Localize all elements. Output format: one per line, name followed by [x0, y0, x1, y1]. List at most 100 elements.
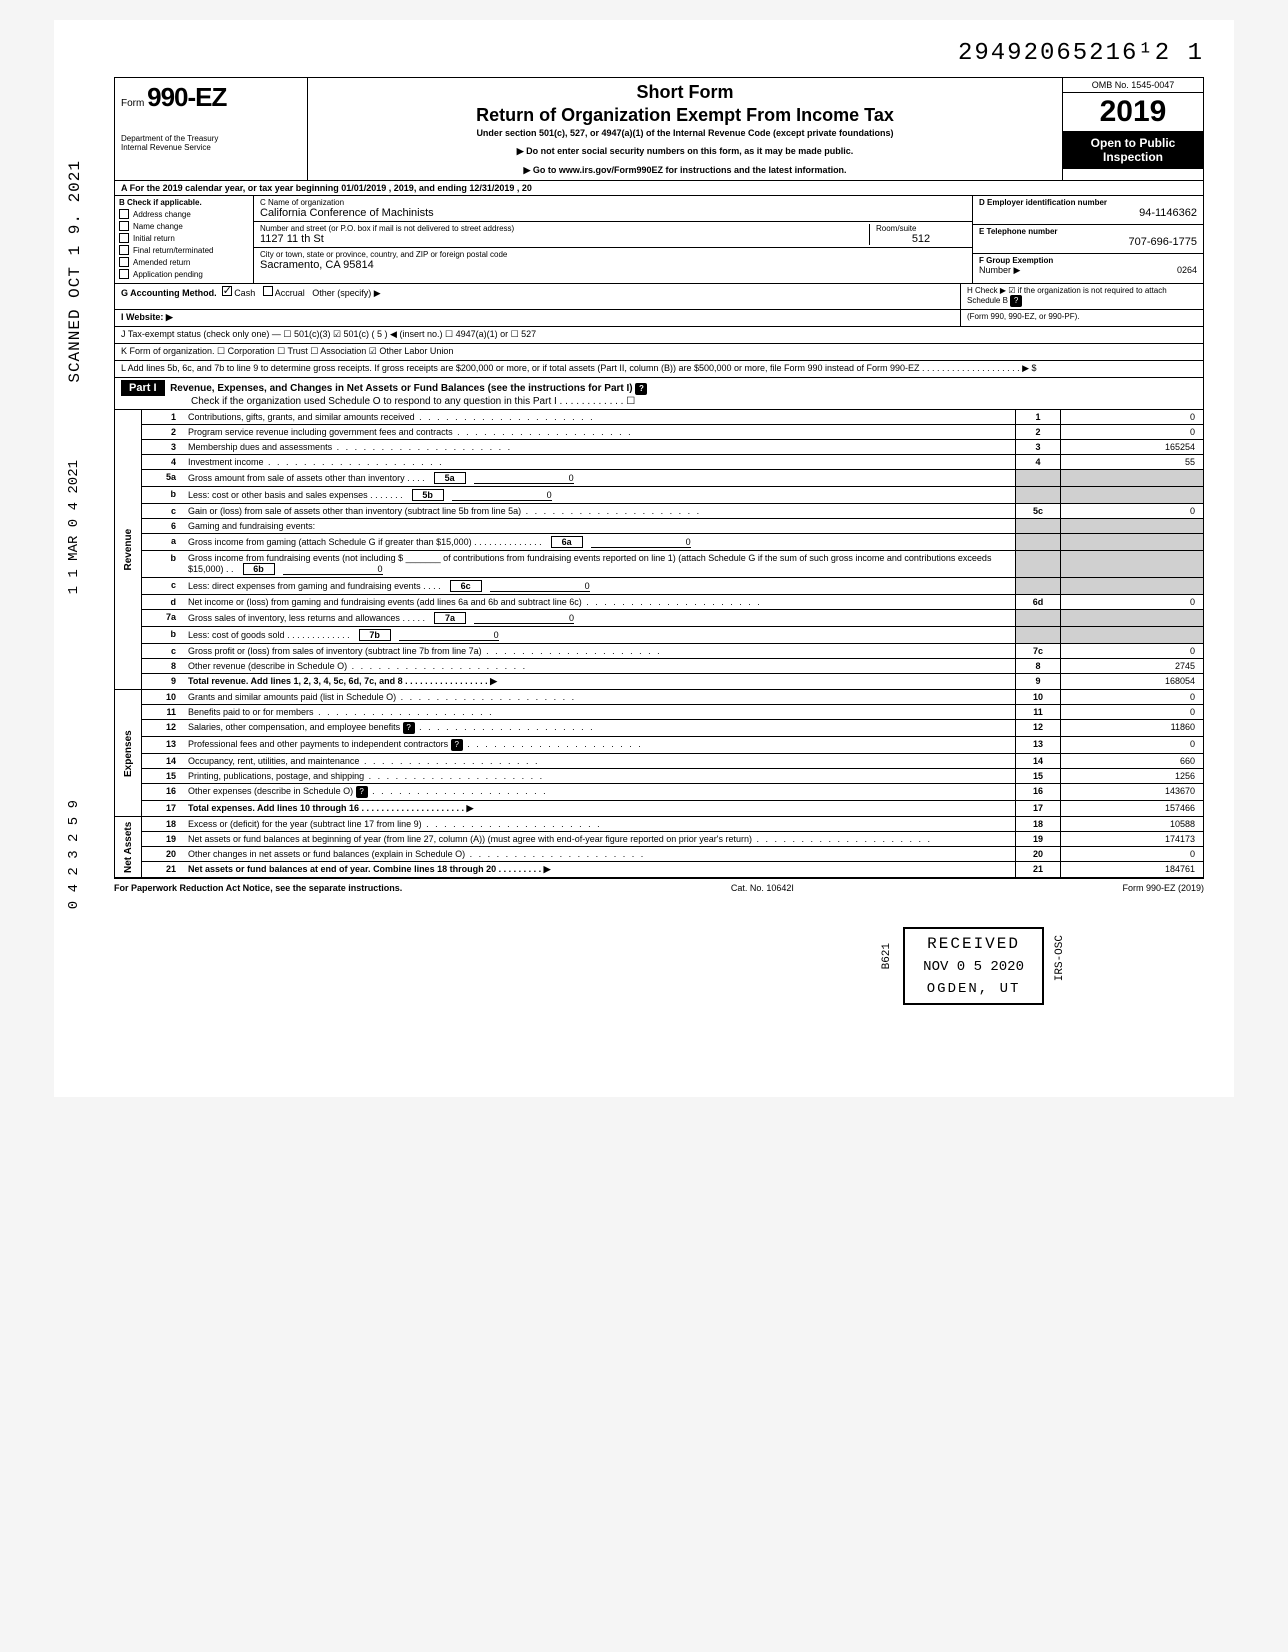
line-num: 14	[142, 754, 185, 769]
line-val: 165254	[1061, 440, 1204, 455]
line-num: 9	[142, 674, 185, 690]
col-de: D Employer identification number 94-1146…	[973, 196, 1203, 283]
line-box: 20	[1016, 847, 1061, 862]
line-box: 13	[1016, 737, 1061, 754]
street-label: Number and street (or P.O. box if mail i…	[260, 224, 869, 233]
line-text: Net income or (loss) from gaming and fun…	[188, 597, 582, 607]
line-num: 12	[142, 720, 185, 737]
line-box: 12	[1016, 720, 1061, 737]
line-val: 11860	[1061, 720, 1204, 737]
line-num: 11	[142, 705, 185, 720]
line-val: 660	[1061, 754, 1204, 769]
under-section: Under section 501(c), 527, or 4947(a)(1)…	[316, 128, 1054, 138]
row-a-tax-year: A For the 2019 calendar year, or tax yea…	[114, 181, 1204, 196]
row-l-gross-receipts: L Add lines 5b, 6c, and 7b to line 9 to …	[115, 361, 1203, 377]
phone-value: 707-696-1775	[979, 236, 1197, 248]
date-stamp-1: 1 1 MAR 0 4 2021	[66, 460, 82, 594]
open-line-2: Inspection	[1065, 150, 1201, 164]
form-footer: For Paperwork Reduction Act Notice, see …	[114, 878, 1204, 897]
line-num: 18	[142, 817, 185, 832]
col-c-org-info: C Name of organization California Confer…	[254, 196, 973, 283]
line-box	[1016, 519, 1061, 534]
chk-accrual[interactable]	[263, 286, 273, 296]
line-text: Net assets or fund balances at end of ye…	[188, 864, 551, 874]
chk-initial-return[interactable]	[119, 233, 129, 243]
open-line-1: Open to Public	[1065, 136, 1201, 150]
line-box: 5c	[1016, 504, 1061, 519]
line-val: 143670	[1061, 784, 1204, 801]
revenue-table: Revenue 1 Contributions, gifts, grants, …	[114, 410, 1204, 878]
b621-stamp: B621	[881, 943, 893, 969]
chk-application-pending[interactable]	[119, 269, 129, 279]
row-k-form-org: K Form of organization. ☐ Corporation ☐ …	[115, 344, 1203, 360]
line-val: 0	[1061, 737, 1204, 754]
inner-val: 0	[474, 473, 574, 484]
lbl-application-pending: Application pending	[133, 270, 203, 279]
ein-label: D Employer identification number	[979, 198, 1197, 207]
header-mid: Short Form Return of Organization Exempt…	[308, 78, 1063, 180]
line-box: 9	[1016, 674, 1061, 690]
irs-osc-stamp: IRS-OSC	[1054, 935, 1066, 981]
lbl-accrual: Accrual	[275, 288, 305, 298]
chk-address-change[interactable]	[119, 209, 129, 219]
form-name-footer: Form 990-EZ (2019)	[1122, 883, 1204, 893]
line-num: 15	[142, 769, 185, 784]
help-icon: ?	[356, 786, 368, 798]
received-label: RECEIVED	[923, 935, 1024, 953]
lbl-other-method: Other (specify) ▶	[312, 288, 380, 298]
line-text: Less: cost or other basis and sales expe…	[188, 490, 368, 500]
inner-box: 5a	[434, 472, 466, 484]
line-box: 8	[1016, 659, 1061, 674]
line-num: c	[142, 504, 185, 519]
line-text: Gross sales of inventory, less returns a…	[188, 613, 400, 623]
line-text: Grants and similar amounts paid (list in…	[188, 692, 396, 702]
line-box: 4	[1016, 455, 1061, 470]
line-val: 0	[1061, 705, 1204, 720]
form-prefix: Form	[121, 98, 144, 109]
line-text: Gross amount from sale of assets other t…	[188, 473, 405, 483]
row-h-text: H Check ▶ ☑ if the organization is not r…	[967, 286, 1167, 305]
line-val	[1061, 470, 1204, 487]
line-val	[1061, 627, 1204, 644]
received-location: OGDEN, UT	[923, 981, 1024, 997]
line-text: Gross profit or (loss) from sales of inv…	[188, 646, 482, 656]
group-exemption-value: 0264	[1177, 265, 1197, 276]
line-text: Investment income	[188, 457, 264, 467]
ssn-note: ▶ Do not enter social security numbers o…	[316, 146, 1054, 157]
line-val: 157466	[1061, 801, 1204, 817]
line-num: 16	[142, 784, 185, 801]
line-val	[1061, 610, 1204, 627]
chk-amended-return[interactable]	[119, 257, 129, 267]
line-num: 5a	[142, 470, 185, 487]
line-text: Benefits paid to or for members	[188, 707, 314, 717]
line-box	[1016, 627, 1061, 644]
chk-cash[interactable]	[222, 286, 232, 296]
line-text: Gaming and fundraising events:	[184, 519, 1016, 534]
line-val	[1061, 551, 1204, 578]
line-num: 3	[142, 440, 185, 455]
inner-box: 6b	[243, 563, 275, 575]
row-j-tax-exempt: J Tax-exempt status (check only one) — ☐…	[115, 327, 1203, 343]
org-name: California Conference of Machinists	[260, 207, 966, 219]
inner-box: 7a	[434, 612, 466, 624]
received-stamp: B621 RECEIVED NOV 0 5 2020 OGDEN, UT IRS…	[903, 927, 1044, 1005]
ein-value: 94-1146362	[979, 207, 1197, 219]
col-b-checkboxes: B Check if applicable. Address change Na…	[115, 196, 254, 283]
org-name-label: C Name of organization	[260, 198, 966, 207]
lbl-initial-return: Initial return	[133, 234, 175, 243]
tax-year: 2019	[1063, 93, 1203, 132]
chk-final-return[interactable]	[119, 245, 129, 255]
line-text: Excess or (deficit) for the year (subtra…	[188, 819, 422, 829]
line-box	[1016, 487, 1061, 504]
line-text: Membership dues and assessments	[188, 442, 332, 452]
side-revenue: Revenue	[115, 410, 142, 690]
line-val: 10588	[1061, 817, 1204, 832]
line-val: 0	[1061, 690, 1204, 705]
line-text: Occupancy, rent, utilities, and maintena…	[188, 756, 359, 766]
line-text: Other revenue (describe in Schedule O)	[188, 661, 347, 671]
chk-name-change[interactable]	[119, 221, 129, 231]
line-val: 0	[1061, 595, 1204, 610]
line-text: Program service revenue including govern…	[188, 427, 453, 437]
document-locator-number: 29492065216¹2 1	[114, 40, 1204, 67]
inner-box: 7b	[359, 629, 391, 641]
